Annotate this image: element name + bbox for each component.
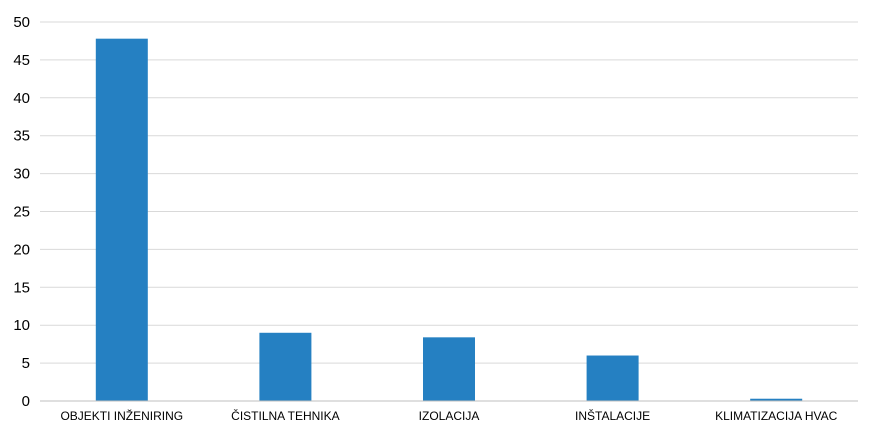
x-axis-ticks: OBJEKTI INŽENIRING ČISTILNA TEHNIKA IZOLAC… bbox=[60, 408, 837, 423]
y-tick-label: 15 bbox=[13, 279, 30, 296]
bar bbox=[95, 38, 148, 402]
bar bbox=[423, 337, 475, 401]
y-tick-label: 30 bbox=[13, 166, 30, 183]
x-tick-label: IZOLACIJA bbox=[419, 409, 480, 423]
y-tick-label: 40 bbox=[13, 90, 30, 107]
y-tick-label: 45 bbox=[13, 52, 30, 69]
bar bbox=[259, 332, 312, 401]
y-tick-label: 0 bbox=[22, 393, 30, 410]
y-tick-label: 50 bbox=[13, 14, 30, 31]
x-tick-label: INŠTALACIJE bbox=[575, 408, 650, 423]
bar bbox=[750, 398, 803, 401]
y-axis-ticks: 0 5 10 15 20 25 30 35 40 45 50 bbox=[13, 14, 30, 410]
gridlines bbox=[40, 21, 858, 364]
y-tick-label: 10 bbox=[13, 317, 30, 334]
x-tick-label: ČISTILNA TEHNIKA bbox=[231, 408, 339, 423]
y-tick-label: 5 bbox=[22, 355, 30, 372]
y-tick-label: 35 bbox=[13, 128, 30, 145]
bar bbox=[586, 355, 639, 401]
x-tick-label: KLIMATIZACIJA HVAC bbox=[715, 409, 838, 423]
x-tick-label: OBJEKTI INŽENIRING bbox=[60, 408, 183, 423]
y-tick-label: 20 bbox=[13, 241, 30, 258]
bars bbox=[95, 38, 803, 402]
y-tick-label: 25 bbox=[13, 204, 30, 221]
